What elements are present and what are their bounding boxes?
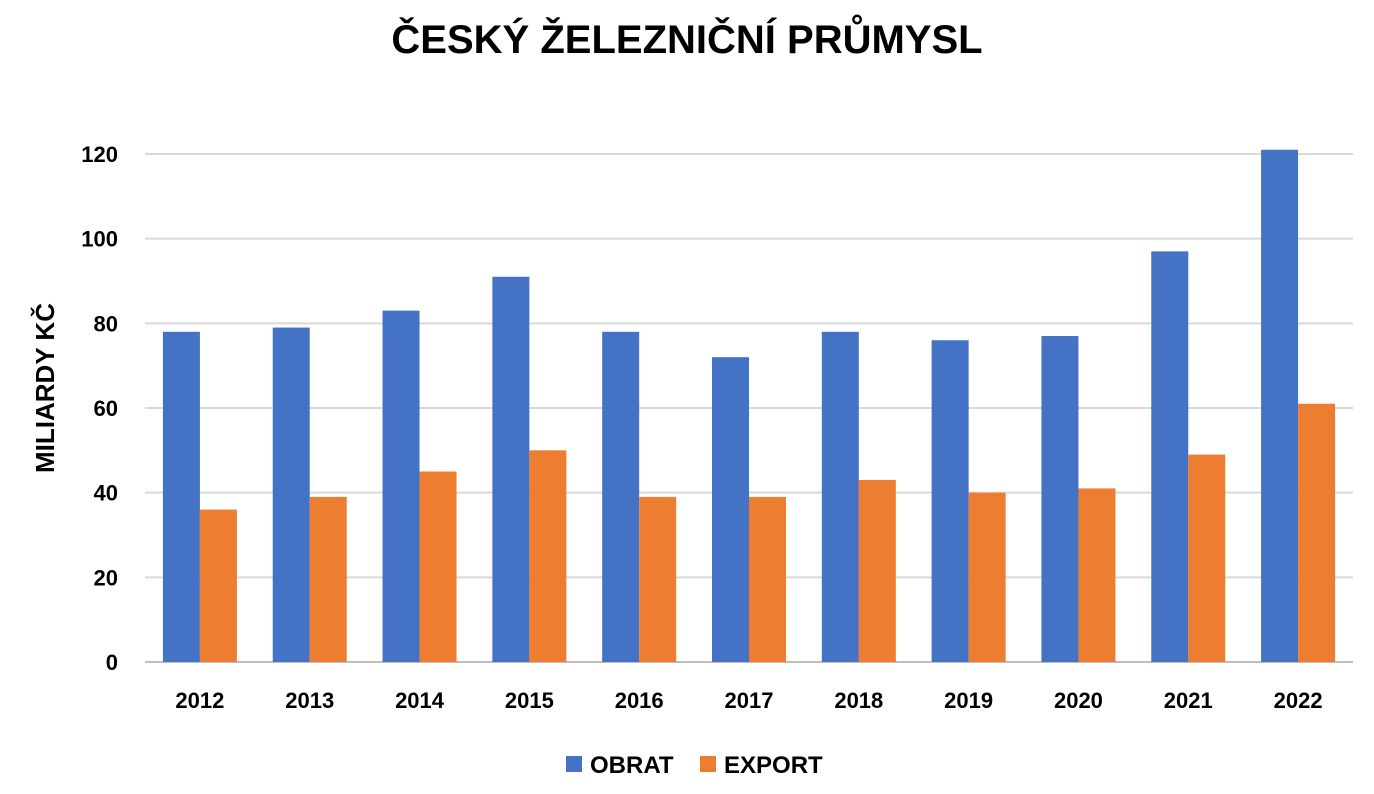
y-tick-label: 40	[94, 481, 118, 506]
bar-obrat-2012	[162, 331, 200, 662]
bar-export-2016	[639, 496, 677, 662]
legend-swatch-obrat	[566, 756, 582, 772]
bar-export-2014	[419, 471, 457, 662]
x-tick-label: 2022	[1274, 688, 1323, 713]
y-tick-label: 60	[94, 396, 118, 421]
bar-obrat-2016	[602, 331, 640, 662]
bar-export-2013	[309, 496, 347, 662]
y-tick-label: 100	[81, 227, 118, 252]
y-tick-label: 20	[94, 565, 118, 590]
bar-export-2018	[858, 479, 896, 662]
bar-obrat-2022	[1261, 149, 1299, 662]
bar-obrat-2018	[821, 331, 859, 662]
bar-export-2020	[1078, 488, 1116, 662]
x-tick-label: 2017	[725, 688, 774, 713]
bar-obrat-2021	[1151, 251, 1189, 662]
legend-swatch-export	[700, 756, 716, 772]
x-tick-label: 2016	[615, 688, 664, 713]
legend: OBRAT EXPORT	[566, 752, 823, 779]
bar-obrat-2020	[1041, 336, 1079, 662]
legend-label-obrat: OBRAT	[590, 752, 674, 779]
bar-obrat-2015	[492, 276, 530, 662]
x-tick-label: 2021	[1164, 688, 1213, 713]
x-tick-label: 2013	[285, 688, 334, 713]
x-tick-label: 2019	[944, 688, 993, 713]
y-tick-label: 120	[81, 142, 118, 167]
bar-export-2021	[1188, 454, 1226, 662]
y-axis-title: MILIARDY KČ	[30, 303, 60, 473]
legend-label-export: EXPORT	[724, 752, 823, 779]
bar-obrat-2013	[272, 327, 310, 662]
bar-obrat-2017	[712, 357, 749, 662]
bar-export-2012	[199, 509, 237, 662]
chart-title: ČESKÝ ŽELEZNIČNÍ PRŮMYSL	[391, 18, 983, 62]
y-tick-label: 80	[94, 311, 118, 336]
bar-export-2022	[1298, 403, 1336, 662]
bar-obrat-2019	[931, 340, 969, 662]
y-tick-label: 0	[106, 650, 118, 675]
x-tick-label: 2012	[175, 688, 224, 713]
x-tick-label: 2015	[505, 688, 554, 713]
x-tick-label: 2018	[834, 688, 883, 713]
bar-export-2017	[749, 496, 786, 662]
bar-export-2019	[968, 492, 1006, 662]
bar-export-2015	[529, 450, 567, 662]
x-tick-label: 2014	[395, 688, 445, 713]
x-tick-label: 2020	[1054, 688, 1103, 713]
bar-obrat-2014	[382, 310, 420, 662]
